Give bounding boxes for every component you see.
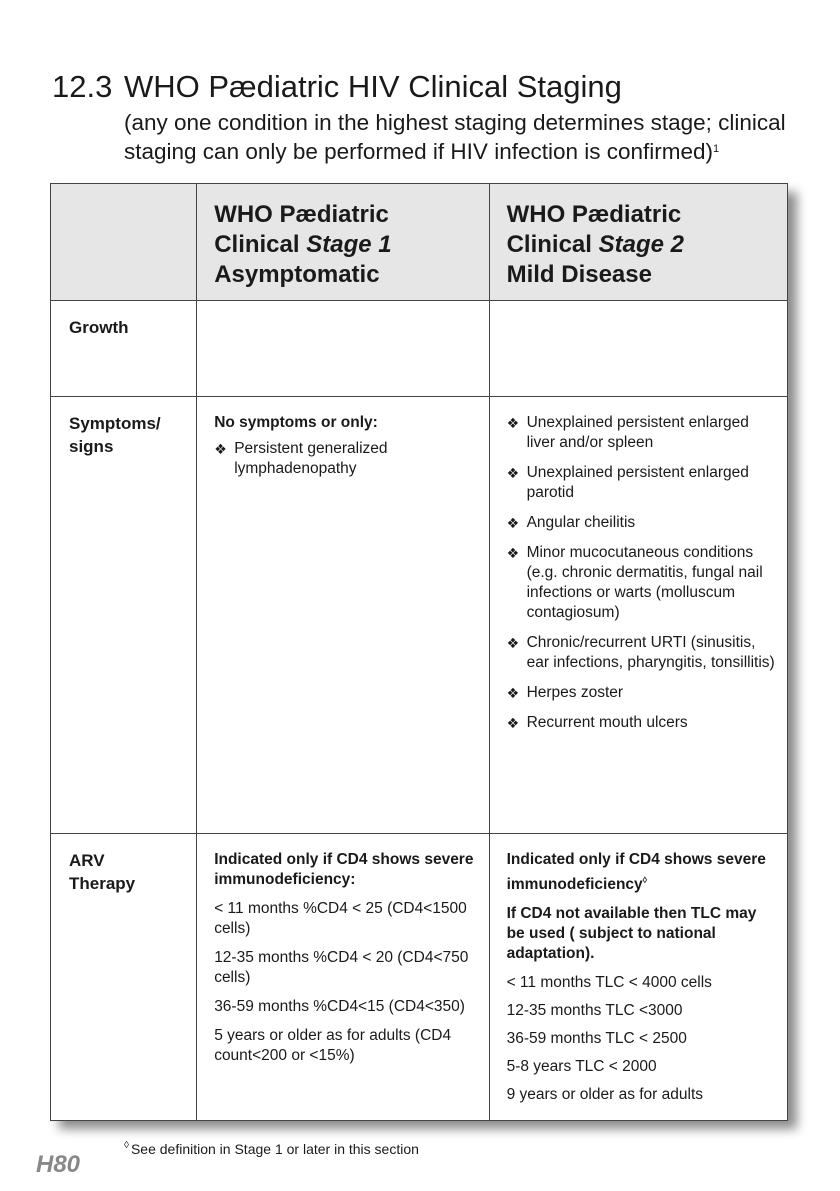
staging-table-container: WHO Pædiatric Clinical Stage 1 Asymptoma… bbox=[49, 183, 789, 1121]
bullet-icon: ❖ bbox=[506, 545, 520, 561]
table-row-growth: Growth bbox=[49, 300, 789, 397]
bullet-icon: ❖ bbox=[214, 441, 227, 457]
list-item: ❖ Angular cheilitis bbox=[506, 514, 636, 531]
list-item: ❖ Minor mucocutaneous conditions (e.g. ch… bbox=[506, 544, 763, 621]
row-label: ARV Therapy bbox=[69, 851, 136, 893]
cell-arv-stage-2: Indicated only if CD4 shows severe immun… bbox=[490, 834, 787, 1105]
header-stage-1: WHO Pædiatric Clinical Stage 1 Asymptoma… bbox=[196, 183, 490, 301]
signs-stage-2-list: ❖ Unexplained persistent enlarged liver a… bbox=[507, 413, 777, 733]
bullet-icon: ❖ bbox=[506, 515, 520, 531]
list-item: 12-35 months TLC <3000 bbox=[506, 1002, 683, 1020]
bullet-icon: ❖ bbox=[506, 465, 520, 481]
footnote-mark: ◊ bbox=[124, 1140, 129, 1151]
list-item: ❖ Persistent generalized lymphadenopathy bbox=[214, 440, 388, 477]
list-item: ❖ Chronic/recurrent URTI (sinusitis, ear … bbox=[506, 634, 775, 671]
bullet-icon: ❖ bbox=[506, 635, 520, 651]
header-stage-2: WHO Pædiatric Clinical Stage 2 Mild Dise… bbox=[488, 183, 789, 301]
list-item: 36-59 months %CD4<15 (CD4<350) bbox=[214, 998, 465, 1015]
bullet-icon: ❖ bbox=[506, 715, 520, 731]
header-stage-label: Stage 2 bbox=[598, 231, 684, 258]
subtitle-footnote-ref: 1 bbox=[713, 143, 720, 155]
header-line: WHO Pædiatric bbox=[214, 201, 389, 228]
page-number: H80 bbox=[36, 1151, 81, 1178]
cell-intro-secondary: If CD4 not available then TLC may be use… bbox=[506, 905, 757, 963]
table-header-row: WHO Pædiatric Clinical Stage 1 Asymptoma… bbox=[49, 183, 789, 301]
cell-signs-stage-1: No symptoms or only: ❖ Persistent general… bbox=[197, 397, 488, 479]
header-line: Mild Disease bbox=[506, 261, 652, 288]
cell-intro: No symptoms or only: bbox=[214, 414, 378, 431]
cell-growth-stage-1 bbox=[196, 300, 490, 397]
table-row-arv: ARV Therapy Indicated only if CD4 shows … bbox=[49, 833, 789, 1121]
list-item: < 11 months %CD4 < 25 (CD4<1500 cells) bbox=[214, 900, 467, 937]
cell-intro: Indicated only if CD4 shows severe immun… bbox=[214, 851, 474, 888]
table-row-signs: Symptoms/ signs No symptoms or only: ❖ Pe… bbox=[49, 396, 789, 834]
section-title: WHO Pædiatric HIV Clinical Staging bbox=[124, 69, 622, 104]
list-item: ❖ Recurrent mouth ulcers bbox=[506, 714, 688, 731]
list-item: ❖ Unexplained persistent enlarged liver a… bbox=[506, 414, 749, 451]
footnote-ref: ◊ bbox=[642, 875, 648, 885]
row-label: Symptoms/ signs bbox=[69, 414, 161, 456]
section-subtitle: (any one condition in the highest stagin… bbox=[124, 108, 834, 166]
list-item: 36-59 months TLC < 2500 bbox=[506, 1030, 687, 1048]
header-line: Clinical bbox=[214, 231, 307, 258]
list-item: 5 years or older as for adults (CD4 coun… bbox=[214, 1027, 452, 1064]
row-label: Growth bbox=[69, 318, 129, 337]
signs-stage-1-list: ❖ Persistent generalized lymphadenopathy bbox=[214, 439, 478, 479]
list-item: ❖ Herpes zoster bbox=[506, 684, 624, 701]
list-item: < 11 months TLC < 4000 cells bbox=[506, 974, 712, 992]
section-heading: 12.3 WHO Pædiatric HIV Clinical Staging bbox=[52, 68, 832, 106]
section-subtitle-text: (any one condition in the highest stagin… bbox=[124, 110, 786, 164]
bullet-icon: ❖ bbox=[506, 685, 520, 701]
cell-growth-stage-2 bbox=[488, 300, 789, 397]
section-number: 12.3 bbox=[52, 69, 113, 104]
list-item: ❖ Unexplained persistent enlarged parotid bbox=[506, 464, 749, 501]
footnote-text: See definition in Stage 1 or later in th… bbox=[130, 1141, 419, 1157]
staging-table: WHO Pædiatric Clinical Stage 1 Asymptoma… bbox=[49, 183, 789, 1121]
header-line: Asymptomatic bbox=[214, 261, 380, 288]
cell-arv-stage-1: Indicated only if CD4 shows severe immun… bbox=[197, 834, 488, 1066]
cell-intro: Indicated only if CD4 shows severe immun… bbox=[506, 851, 766, 894]
cell-signs-stage-2: ❖ Unexplained persistent enlarged liver a… bbox=[490, 397, 787, 733]
footnote: ◊ See definition in Stage 1 or later in t… bbox=[124, 1140, 419, 1157]
list-item: 12-35 months %CD4 < 20 (CD4<750 cells) bbox=[214, 949, 469, 986]
bullet-icon: ❖ bbox=[506, 415, 520, 431]
list-item: 9 years or older as for adults bbox=[506, 1086, 704, 1104]
header-line: WHO Pædiatric bbox=[506, 201, 682, 228]
header-line: Clinical bbox=[506, 231, 599, 258]
list-item: 5-8 years TLC < 2000 bbox=[506, 1058, 657, 1076]
header-stage-label: Stage 1 bbox=[306, 231, 392, 258]
header-cell-empty bbox=[49, 183, 198, 301]
